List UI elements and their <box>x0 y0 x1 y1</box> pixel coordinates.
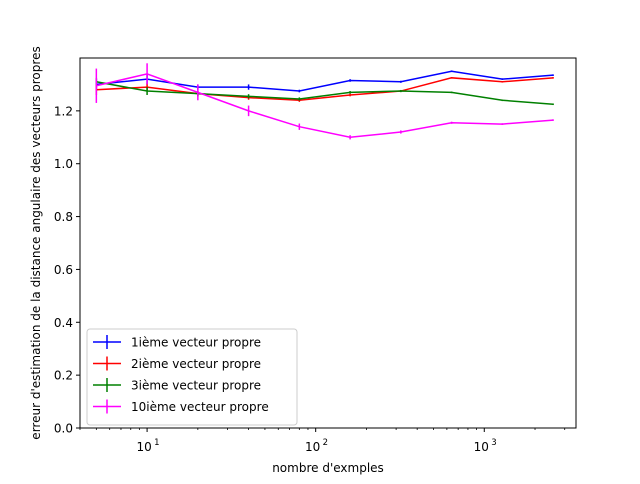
series-line <box>96 73 554 139</box>
y-axis-label: erreur d'estimation de la distance angul… <box>29 46 43 439</box>
series-line <box>96 77 554 102</box>
x-tick-label: 10 <box>136 440 151 454</box>
series-layer <box>95 63 554 140</box>
legend-label: 10ième vecteur propre <box>131 400 269 414</box>
legend-entry: 1ième vecteur propre <box>93 335 261 350</box>
y-tick-label: 0.2 <box>54 369 73 383</box>
legend-label: 1ième vecteur propre <box>131 336 261 350</box>
legend-entry: 10ième vecteur propre <box>93 399 269 414</box>
y-tick-label: 0.6 <box>54 263 73 277</box>
legend: 1ième vecteur propre 2ième vecteur propre… <box>86 328 298 426</box>
y-tick-label: 1.2 <box>54 104 73 118</box>
legend-box <box>86 328 298 426</box>
legend-entry: 3ième vecteur propre <box>93 378 261 393</box>
legend-label: 3ième vecteur propre <box>131 379 261 393</box>
x-tick-exponent: 1 <box>154 438 159 448</box>
legend-label: 2ième vecteur propre <box>131 357 261 371</box>
x-tick-exponent: 2 <box>323 438 328 448</box>
y-tick-label: 1.0 <box>54 157 73 171</box>
x-axis-label: nombre d'exmples <box>272 461 384 475</box>
x-tick-exponent: 3 <box>491 438 496 448</box>
series-group <box>95 63 554 140</box>
x-tick-label: 10 <box>474 440 489 454</box>
legend-entry: 2ième vecteur propre <box>93 356 261 371</box>
y-tick-label: 0.8 <box>54 210 73 224</box>
y-tick-label: 0.0 <box>54 422 73 436</box>
x-tick-label: 10 <box>305 440 320 454</box>
y-tick-label: 0.4 <box>54 316 73 330</box>
axis-layer: 0.00.20.40.60.81.01.210 1 10 2 10 3 <box>54 104 566 454</box>
plot-frame <box>79 57 577 429</box>
series-line <box>96 81 554 105</box>
